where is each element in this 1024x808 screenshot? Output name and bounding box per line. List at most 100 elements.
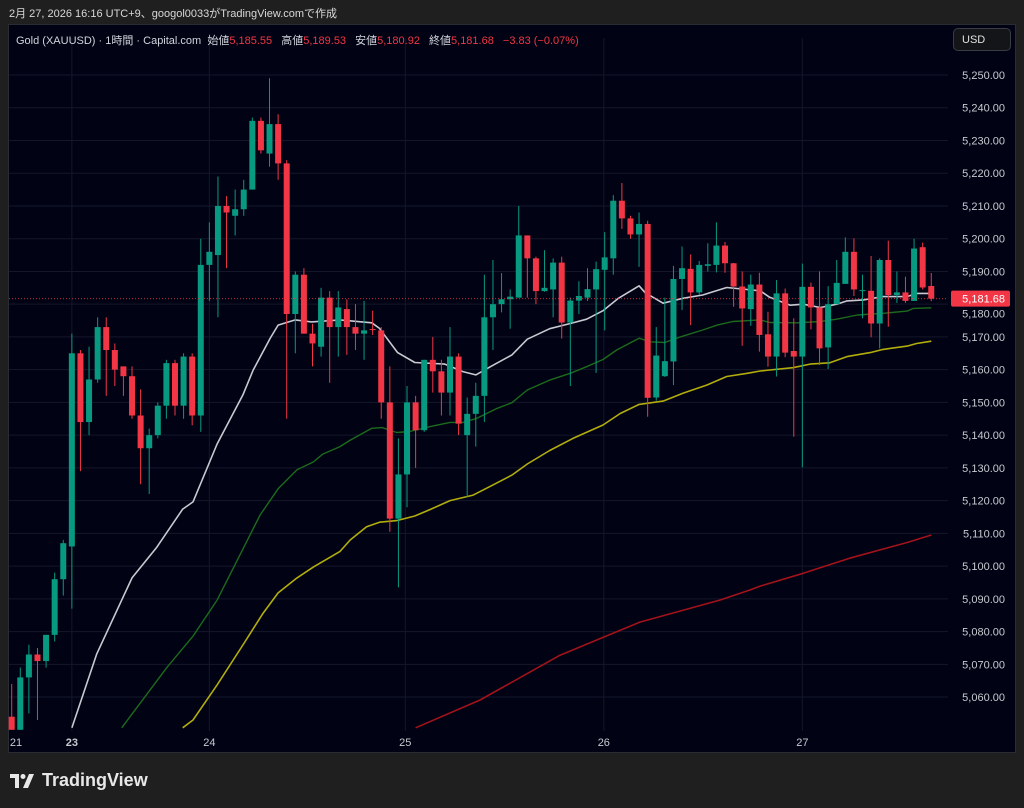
candle-down <box>928 272 935 302</box>
candle-up <box>163 359 170 419</box>
candle-up <box>636 212 643 267</box>
candle-body <box>911 248 918 301</box>
candle-body <box>43 634 50 662</box>
candle-body <box>627 218 634 235</box>
candle-down <box>412 395 419 468</box>
symbol-title[interactable]: Gold (XAUUSD) · 1時間 · Capital.com <box>16 35 202 47</box>
candle-down <box>885 240 892 327</box>
candle-body <box>850 251 857 290</box>
candle-up <box>704 243 711 272</box>
candle-up <box>696 260 703 296</box>
candle-up <box>893 271 900 303</box>
brand-name: TradingView <box>42 770 148 790</box>
candle-up <box>51 572 58 642</box>
candle-body <box>25 654 32 678</box>
candle-down <box>790 318 797 437</box>
candle-down <box>722 241 729 273</box>
candle-body <box>369 329 376 331</box>
high-label: 高値 <box>281 35 304 47</box>
candle-up <box>232 189 239 236</box>
candle-down <box>532 256 539 305</box>
candle-up <box>653 327 660 401</box>
candle-body <box>687 268 694 293</box>
candle-down <box>807 282 814 330</box>
candle-body <box>421 359 428 431</box>
price-tick-label: 5,190.00 <box>962 266 1005 278</box>
candle-up <box>292 271 299 354</box>
candle-body <box>446 356 453 393</box>
candle-up <box>610 195 617 275</box>
candle-up <box>713 222 720 273</box>
candle-body <box>782 293 789 353</box>
candle-body <box>584 289 591 298</box>
candle-up <box>446 327 453 416</box>
candle-up <box>876 258 883 349</box>
candle-body <box>541 287 548 292</box>
time-axis-label: 26 <box>598 737 610 749</box>
tradingview-logo[interactable]: TradingView <box>10 770 148 791</box>
candle-up <box>575 281 582 315</box>
currency-button[interactable]: USD <box>953 28 1011 51</box>
candle-body <box>816 307 823 349</box>
candle-up <box>335 291 342 357</box>
low-label: 安値 <box>355 35 378 47</box>
candle-body <box>455 356 462 424</box>
candle-body <box>842 251 849 284</box>
ma-slow-line <box>182 340 932 729</box>
candle-down <box>438 359 445 416</box>
candle-body <box>361 330 368 334</box>
candle-body <box>94 327 101 380</box>
candle-up <box>489 259 496 351</box>
high-value: 5,189.53 <box>303 35 347 47</box>
candle-up <box>679 246 686 311</box>
price-tick-label: 5,090.00 <box>962 594 1005 606</box>
candle-body <box>799 286 806 357</box>
candle-body <box>8 716 15 730</box>
candle-up <box>404 386 411 508</box>
candle-up <box>507 289 514 329</box>
candle-up <box>515 205 522 298</box>
candle-down <box>352 304 359 351</box>
candle-body <box>395 474 402 519</box>
candle-body <box>180 356 187 406</box>
candle-body <box>575 295 582 301</box>
candle-up <box>25 644 32 714</box>
candle-up <box>593 261 600 373</box>
candle-down <box>558 256 565 339</box>
candle-body <box>893 292 900 296</box>
candle-body <box>137 415 144 449</box>
candle-body <box>825 304 832 348</box>
candle-body <box>739 286 746 309</box>
candle-body <box>610 200 617 259</box>
candle-body <box>747 284 754 310</box>
candle-body <box>111 350 118 370</box>
tradingview-logo-icon <box>10 773 34 788</box>
candle-body <box>386 402 393 519</box>
candle-body <box>103 327 110 351</box>
candle-body <box>790 350 797 357</box>
time-axis-label: 23 <box>66 737 78 749</box>
candle-down <box>369 310 376 335</box>
price-tick-label: 5,140.00 <box>962 430 1005 442</box>
candle-up <box>60 539 67 596</box>
candle-body <box>696 264 703 293</box>
candle-body <box>438 371 445 393</box>
candle-body <box>17 677 24 730</box>
chart-caption: 2月 27, 2026 16:16 UTC+9、googol0033がTradi… <box>9 8 338 20</box>
candle-body <box>653 355 660 398</box>
candle-body <box>618 200 625 219</box>
candle-up <box>266 78 273 167</box>
candle-up <box>842 237 849 284</box>
candle-up <box>481 274 488 423</box>
candle-body <box>189 356 196 416</box>
candle-down <box>189 353 196 426</box>
candle-body <box>507 296 514 300</box>
price-tick-label: 5,110.00 <box>963 528 1005 540</box>
candle-down <box>455 353 462 436</box>
candle-down <box>850 238 857 296</box>
price-tick-label: 5,100.00 <box>962 561 1005 573</box>
candle-body <box>77 353 84 423</box>
change-value: −3.83 (−0.07%) <box>502 35 579 47</box>
candle-body <box>919 247 926 288</box>
